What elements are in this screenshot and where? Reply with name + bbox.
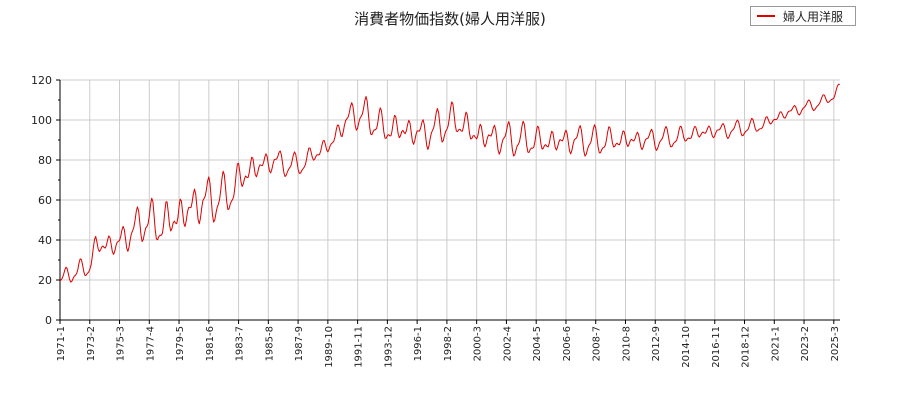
x-tick-label: 2014-10	[681, 326, 692, 368]
x-tick-label: 1991-11	[354, 326, 365, 368]
x-tick-label: 1975-3	[116, 326, 127, 361]
series-line-fujin-yofuku	[59, 83, 840, 283]
x-tick-label: 2000-3	[473, 326, 484, 361]
y-tick-label: 80	[38, 154, 52, 167]
y-tick-label: 100	[31, 114, 52, 127]
x-tick-label: 1987-9	[294, 326, 305, 361]
x-tick-label: 2016-11	[711, 326, 722, 368]
y-tick-label: 120	[31, 74, 52, 87]
chart-legend: 婦人用洋服	[750, 6, 856, 26]
x-tick-label: 1971-1	[56, 326, 67, 361]
legend-swatch	[757, 15, 775, 17]
y-tick-label: 40	[38, 234, 52, 247]
y-tick-label: 20	[38, 274, 52, 287]
x-tick-label: 2012-9	[651, 326, 662, 361]
x-tick-label: 2018-12	[741, 326, 752, 368]
x-tick-label: 1993-12	[383, 326, 394, 368]
x-tick-label: 1979-5	[175, 326, 186, 361]
x-tick-label: 2023-2	[800, 326, 811, 361]
legend-label: 婦人用洋服	[783, 9, 844, 24]
x-tick-label: 2008-7	[592, 326, 603, 361]
x-tick-label: 1981-6	[205, 326, 216, 361]
x-tick-label: 2010-8	[621, 326, 632, 361]
x-tick-label: 1985-8	[264, 326, 275, 361]
x-tick-label: 2002-4	[502, 326, 513, 361]
x-tick-label: 1973-2	[86, 326, 97, 361]
x-tick-label: 1977-4	[145, 326, 156, 361]
x-tick-label: 1983-7	[235, 326, 246, 361]
x-tick-label: 1989-10	[324, 326, 335, 368]
x-tick-label: 2025-3	[830, 326, 841, 361]
y-tick-label: 0	[45, 314, 52, 327]
x-tick-label: 1998-2	[443, 326, 454, 361]
x-tick-label: 2021-1	[770, 326, 781, 361]
y-tick-label: 60	[38, 194, 52, 207]
x-tick-label: 1996-1	[413, 326, 424, 361]
x-tick-label: 2004-5	[532, 326, 543, 361]
chart-title: 消費者物価指数(婦人用洋服)	[354, 10, 546, 28]
x-tick-label: 2006-6	[562, 326, 573, 361]
